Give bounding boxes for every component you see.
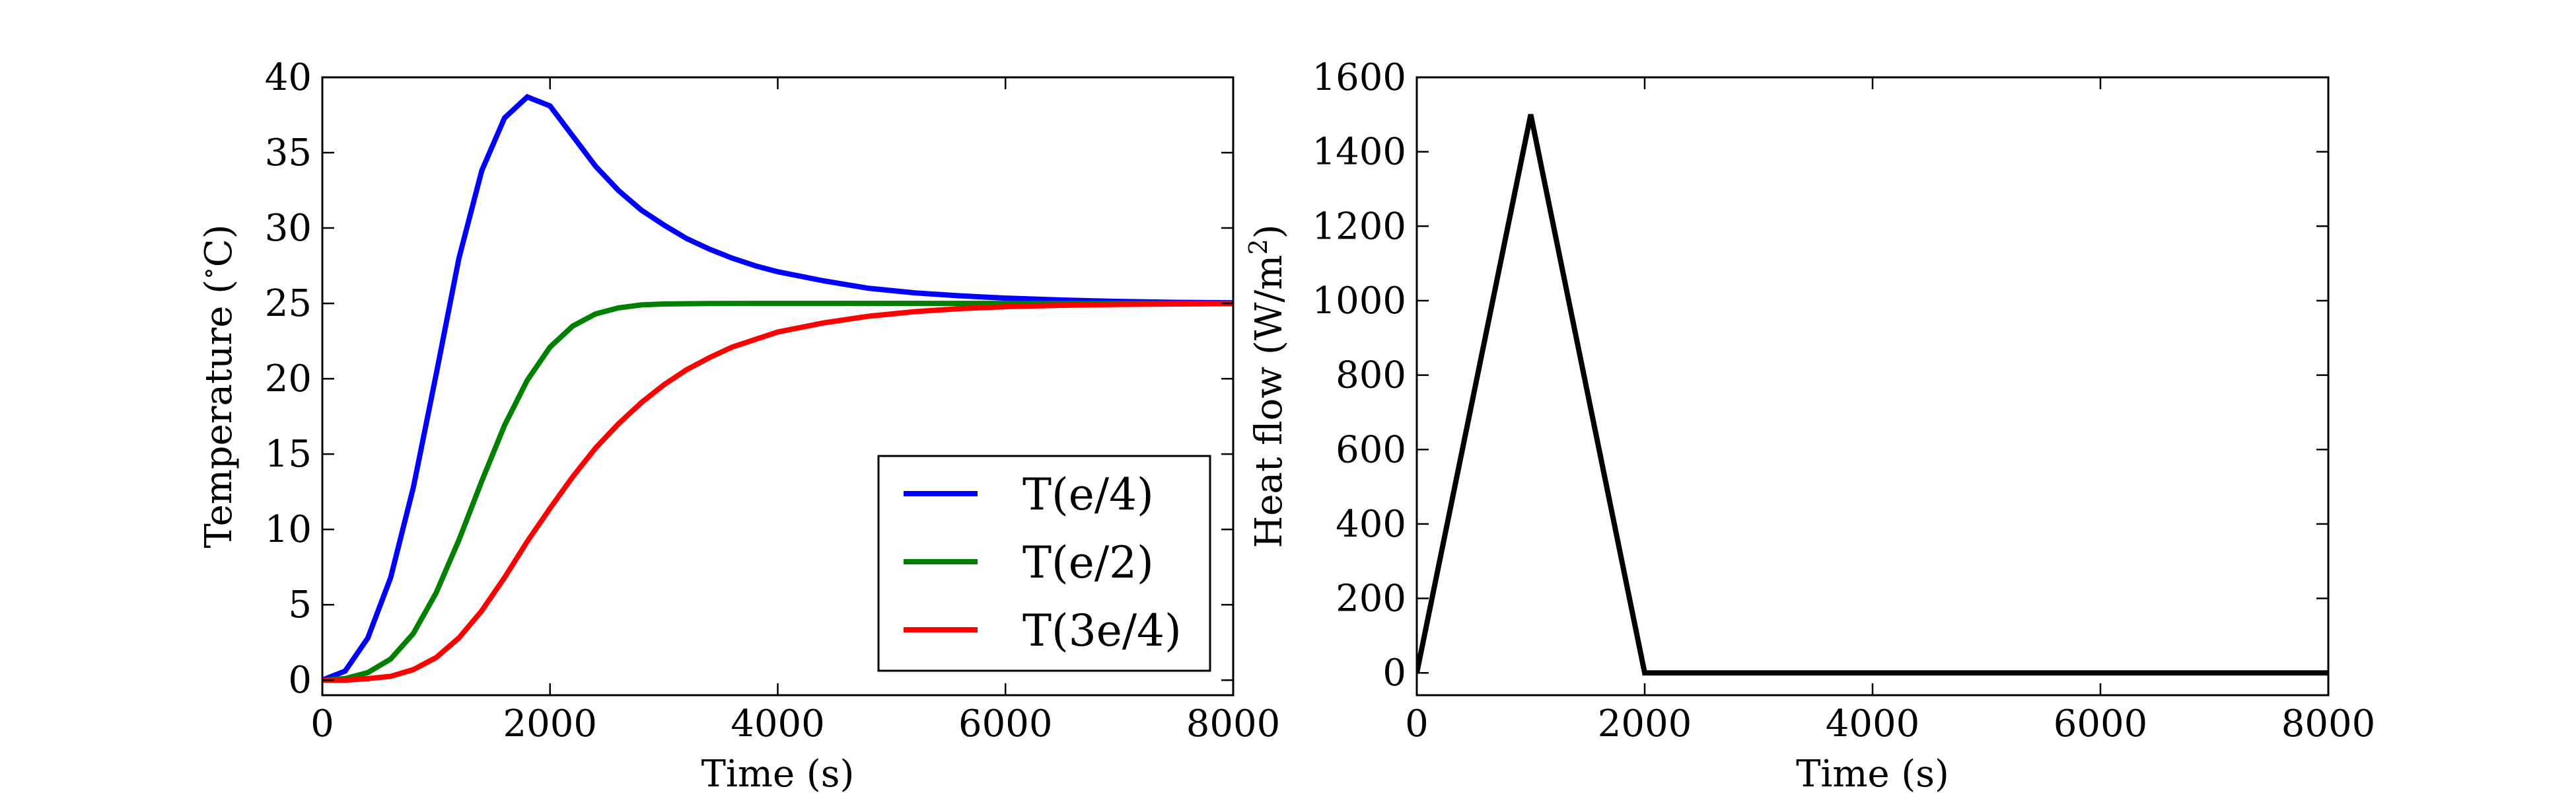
x-tick-label: 6000: [2054, 702, 2148, 745]
x-axis-label: Time (s): [1796, 753, 1949, 793]
y-tick-label: 10: [265, 508, 312, 551]
y-axis-label-main: Temperature (: [197, 280, 240, 548]
y-tick-label: 20: [265, 358, 312, 400]
x-tick-label: 0: [1405, 702, 1429, 745]
temperature-chart: 0 2000 4000 6000 8000 0 5 10 15 20 25 30 35 40 Time (s…: [194, 56, 1280, 793]
y-tick-label: 1000: [1312, 280, 1406, 322]
y-tick-label: 25: [265, 282, 312, 325]
y-tick-label: 1400: [1312, 131, 1406, 174]
y-tick-label: 40: [265, 56, 312, 99]
legend-label-2: T(e/2): [1022, 537, 1154, 588]
y-tick-label: 0: [1382, 652, 1406, 695]
y-tick-label: 15: [265, 433, 312, 476]
series-line-2: [322, 301, 1233, 683]
y-axis-label: Temperature (∘C): [194, 225, 240, 548]
legend-label-1: T(e/4): [1022, 469, 1154, 520]
y-axis-label: Heat flow (W/m2): [1244, 225, 1291, 548]
series-line-3: [322, 301, 1233, 683]
y-tick-label: 1200: [1312, 205, 1406, 248]
y-tick-label: 5: [288, 584, 312, 626]
plot-frame: [321, 76, 1234, 697]
y-axis-label-tail: C): [197, 225, 240, 268]
series-line-1: [1417, 114, 2328, 676]
y-tick-label: 800: [1336, 354, 1406, 397]
x-tick-label: 8000: [1186, 702, 1281, 745]
y-axis-label-tail: ): [1248, 225, 1291, 239]
y-tick-label: 200: [1336, 578, 1406, 621]
y-tick-label: 30: [265, 207, 312, 250]
y-tick-label: 0: [288, 659, 312, 702]
y-tick-label: 1600: [1312, 56, 1406, 99]
x-tick-label: 2000: [503, 702, 597, 745]
x-tick-label: 8000: [2281, 702, 2376, 745]
x-tick-label: 6000: [958, 702, 1053, 745]
y-axis-label-main: Heat flow (W/m: [1248, 255, 1291, 548]
series-line-1: [322, 94, 1233, 683]
x-axis-label: Time (s): [701, 753, 855, 793]
y-axis-label-superscript: 2: [1244, 239, 1273, 254]
x-tick-label: 4000: [731, 702, 825, 745]
y-axis-label-superscript: ∘: [194, 267, 223, 280]
y-tick-label: 35: [265, 132, 312, 174]
y-tick-label: 400: [1336, 503, 1406, 546]
x-tick-label: 0: [310, 702, 334, 745]
legend-label-3: T(3e/4): [1022, 605, 1182, 656]
x-tick-label: 4000: [1826, 702, 1920, 745]
plot-frame: [1415, 76, 2330, 697]
y-tick-label: 600: [1336, 428, 1406, 471]
heat-flow-chart: 0 2000 4000 6000 8000 0 200 400 600 800 1000 1200 14…: [1244, 56, 2375, 793]
legend: T(e/4) T(e/2) T(3e/4): [877, 455, 1211, 672]
x-tick-label: 2000: [1598, 702, 1692, 745]
